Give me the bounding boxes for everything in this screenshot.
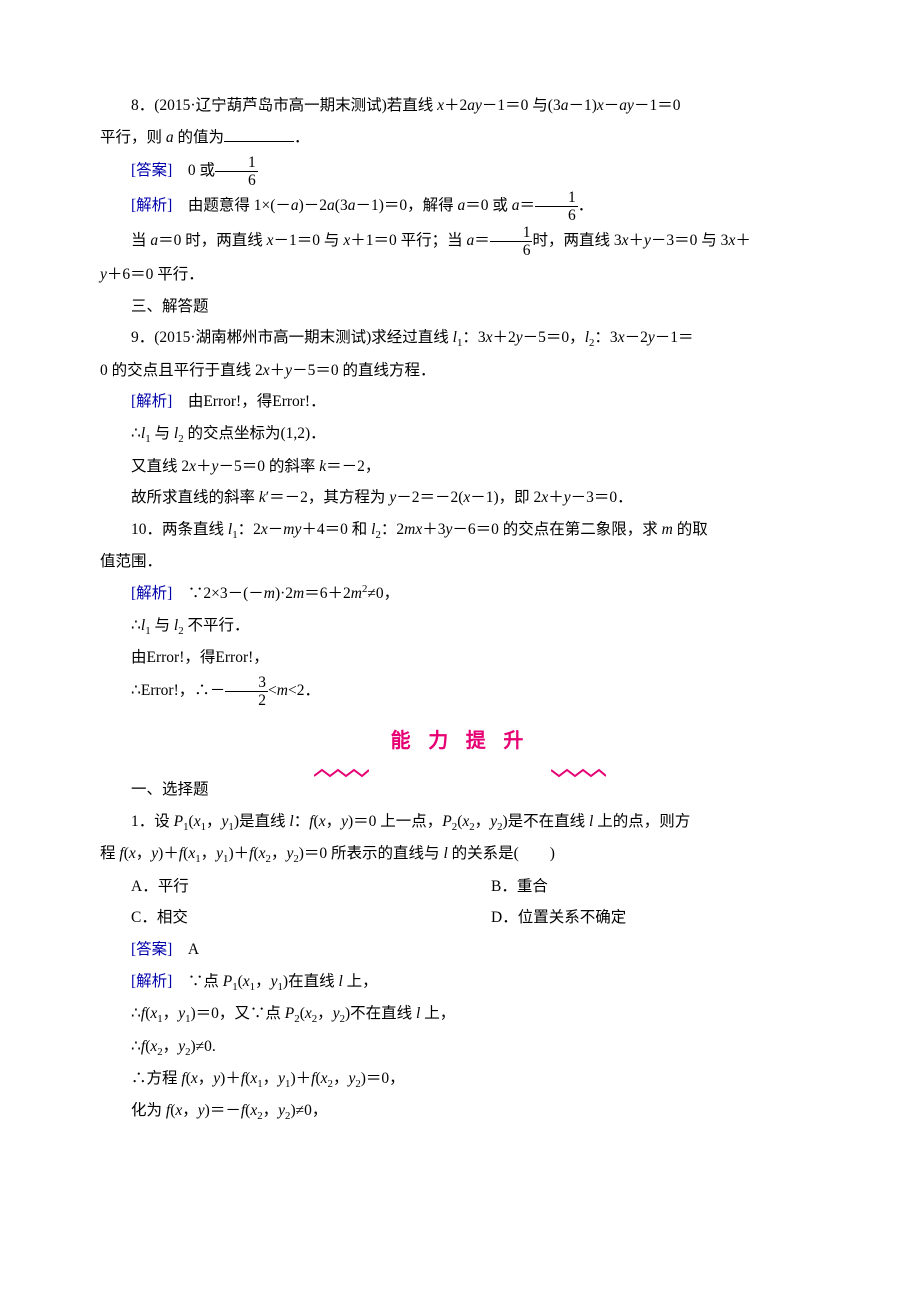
q1-answer: [答案] A [100,934,820,966]
banner-zigzag-left-icon [314,758,369,764]
var-ay: ay [467,97,482,114]
fraction: 32 [225,674,268,709]
analysis-label: [解析] [131,197,172,214]
q9-analysis-2: ∴l1 与 l2 的交点坐标为(1,2)． [100,418,820,450]
q8-analysis-3: y＋6＝0 平行． [100,259,820,291]
fraction: 16 [215,154,258,189]
banner-text: 能 力 提 升 [391,730,530,752]
ability-banner: 能 力 提 升 [100,719,820,764]
q9-stem-cont: 0 的交点且平行于直线 2x＋y－5＝0 的直线方程． [100,355,820,387]
error-token: Error! [141,682,179,699]
fraction: 16 [490,224,533,259]
q10-analysis-2: ∴l1 与 l2 不平行． [100,610,820,642]
q8-analysis-1: [解析] 由题意得 1×(－a)－2a(3a－1)＝0，解得 a＝0 或 a＝1… [100,189,820,224]
option-c: C．相交 [100,902,460,934]
q10-analysis-4: ∴Error!，∴－32<m<2． [100,674,820,709]
q1-analysis-4: ∴方程 f(x，y)＋f(x1，y1)＋f(x2，y2)＝0， [100,1063,820,1095]
q9-analysis-1: [解析] 由Error!，得Error!． [100,386,820,418]
option-b: B．重合 [460,871,820,903]
var-x: x [437,97,444,114]
analysis-label: [解析] [131,973,172,990]
q8-answer: [答案] 0 或16 [100,154,820,189]
q9-stem: 9．(2015·湖南郴州市高一期末测试)求经过直线 l1：3x＋2y－5＝0，l… [100,322,820,354]
fraction: 16 [535,189,578,224]
analysis-label: [解析] [131,585,172,602]
q10-analysis-1: [解析] ∵2×3－(－m)·2m＝6＋2m2≠0， [100,578,820,610]
q1-stem-cont: 程 f(x，y)＋f(x1，y1)＋f(x2，y2)＝0 所表示的直线与 l 的… [100,838,820,870]
error-token: Error! [215,649,253,666]
section3-title: 三、解答题 [100,291,820,323]
q8-stem-cont: 平行，则 a 的值为． [100,122,820,154]
q10-analysis-3: 由Error!，得Error!， [100,642,820,674]
option-a: A．平行 [100,871,460,903]
q1-analysis-2: ∴f(x1，y1)＝0，又∵点 P2(x2，y2)不在直线 l 上， [100,998,820,1030]
q8-stem: 8．(2015·辽宁葫芦岛市高一期末测试)若直线 x＋2ay－1＝0 与(3a－… [100,90,820,122]
q1-options: A．平行 B．重合 C．相交 D．位置关系不确定 [100,871,820,935]
q8-stem-a: 8．(2015·辽宁葫芦岛市高一期末测试)若直线 [131,97,437,114]
q1-stem: 1．设 P1(x1，y1)是直线 l：f(x，y)＝0 上一点，P2(x2，y2… [100,806,820,838]
q10-stem-cont: 值范围． [100,546,820,578]
q1-analysis-1: [解析] ∵点 P1(x1，y1)在直线 l 上， [100,966,820,998]
error-token: Error! [203,393,241,410]
error-token: Error! [272,393,310,410]
banner-zigzag-right-icon [551,758,606,764]
error-token: Error! [147,649,185,666]
q10-stem: 10．两条直线 l1：2x－my＋4＝0 和 l2：2mx＋3y－6＝0 的交点… [100,514,820,546]
q8-analysis-2: 当 a＝0 时，两直线 x－1＝0 与 x＋1＝0 平行；当 a＝16时，两直线… [100,224,820,259]
q9-analysis-4: 故所求直线的斜率 k′＝－2，其方程为 y－2＝－2(x－1)，即 2x＋y－3… [100,482,820,514]
section1-title: 一、选择题 [100,774,820,806]
q1-analysis-3: ∴f(x2，y2)≠0. [100,1031,820,1063]
document-page: 8．(2015·辽宁葫芦岛市高一期末测试)若直线 x＋2ay－1＝0 与(3a－… [0,0,920,1302]
answer-label: [答案] [131,941,172,958]
fill-blank [224,125,294,142]
answer-label: [答案] [131,162,172,179]
option-d: D．位置关系不确定 [460,902,820,934]
analysis-label: [解析] [131,393,172,410]
q1-analysis-5: 化为 f(x，y)＝－f(x2，y2)≠0， [100,1095,820,1127]
banner-inner: 能 力 提 升 [369,719,552,764]
q9-analysis-3: 又直线 2x＋y－5＝0 的斜率 k＝－2， [100,451,820,483]
